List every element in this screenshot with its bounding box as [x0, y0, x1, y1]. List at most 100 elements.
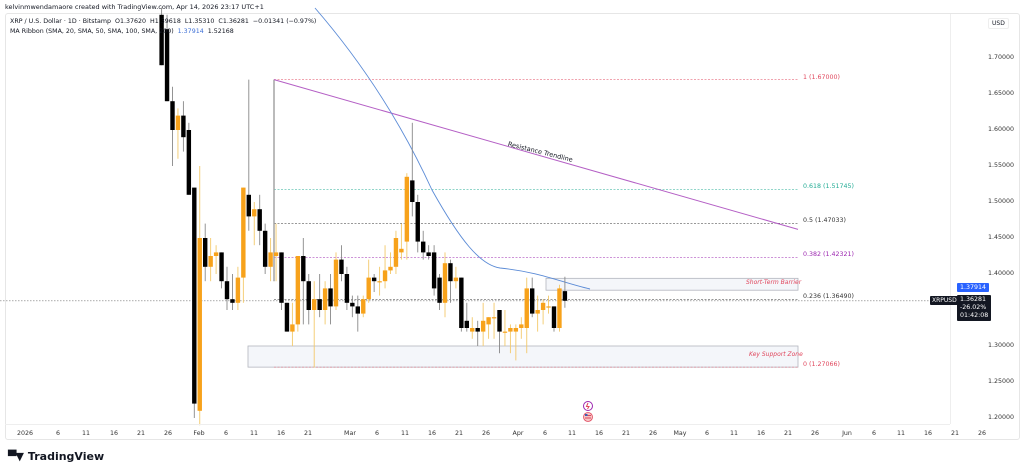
- candle[interactable]: [246, 194, 251, 217]
- short-term-barrier-zone[interactable]: [545, 277, 799, 291]
- event-markers[interactable]: [582, 400, 594, 428]
- candle[interactable]: [241, 187, 246, 278]
- candle[interactable]: [361, 299, 366, 314]
- candle[interactable]: [350, 302, 355, 307]
- candle[interactable]: [344, 274, 350, 303]
- candle[interactable]: [415, 202, 420, 242]
- candle[interactable]: [540, 302, 546, 310]
- candle[interactable]: [262, 230, 268, 267]
- ohlc-open: O1.37620: [115, 18, 147, 25]
- candle[interactable]: [328, 288, 333, 307]
- candle[interactable]: [426, 252, 431, 256]
- candle[interactable]: [186, 130, 192, 195]
- candle[interactable]: [268, 252, 273, 267]
- candle[interactable]: [393, 238, 399, 267]
- price-axis[interactable]: [950, 14, 1019, 424]
- candle[interactable]: [252, 209, 257, 217]
- candle[interactable]: [159, 14, 164, 66]
- dividend-event-icon[interactable]: [583, 401, 593, 411]
- candle[interactable]: [164, 29, 170, 102]
- candle[interactable]: [530, 288, 535, 314]
- candle[interactable]: [312, 299, 317, 310]
- candle[interactable]: [404, 176, 410, 242]
- last-change: -26.02%: [960, 304, 987, 311]
- indicator-title[interactable]: MA Ribbon (SMA, 20, SMA, 50, SMA, 100, S…: [10, 28, 174, 35]
- candle[interactable]: [508, 328, 513, 332]
- candle[interactable]: [399, 248, 404, 253]
- candle[interactable]: [295, 256, 301, 325]
- candle[interactable]: [453, 277, 459, 282]
- candle[interactable]: [502, 331, 508, 333]
- candle[interactable]: [224, 281, 230, 300]
- time-tick: May: [673, 430, 687, 437]
- currency-label[interactable]: USD: [988, 18, 1009, 29]
- candle[interactable]: [491, 317, 497, 319]
- us-economic-event-icon[interactable]: [583, 412, 593, 422]
- candle[interactable]: [459, 277, 464, 328]
- time-tick: 2026: [16, 430, 34, 437]
- candle[interactable]: [317, 299, 322, 310]
- candle[interactable]: [421, 241, 426, 253]
- candle[interactable]: [257, 209, 262, 231]
- candle[interactable]: [273, 252, 279, 256]
- candle[interactable]: [355, 306, 360, 314]
- candle[interactable]: [410, 180, 415, 202]
- candle[interactable]: [486, 317, 491, 325]
- candle[interactable]: [301, 256, 306, 282]
- candle[interactable]: [497, 310, 502, 332]
- candle[interactable]: [464, 320, 469, 328]
- candle[interactable]: [535, 310, 540, 314]
- candle[interactable]: [382, 270, 388, 282]
- candle[interactable]: [431, 252, 437, 289]
- candle[interactable]: [448, 263, 453, 282]
- candle[interactable]: [388, 266, 393, 271]
- candle[interactable]: [377, 281, 382, 283]
- candle[interactable]: [519, 324, 524, 328]
- candle[interactable]: [235, 277, 241, 303]
- fib-level-label: 1 (1.67000): [803, 73, 840, 81]
- candle[interactable]: [322, 288, 328, 310]
- candlesticks[interactable]: [159, 7, 568, 426]
- candle[interactable]: [284, 302, 290, 332]
- candle[interactable]: [333, 259, 339, 307]
- candle[interactable]: [524, 288, 529, 328]
- tradingview-brand[interactable]: ▀▼ TradingView: [8, 450, 104, 463]
- candle[interactable]: [339, 259, 344, 274]
- ohlc-high: H1.39618: [150, 18, 181, 25]
- candle[interactable]: [192, 187, 197, 404]
- fibonacci-retracement[interactable]: [274, 79, 798, 368]
- candle[interactable]: [208, 256, 213, 267]
- candle[interactable]: [203, 238, 208, 267]
- candle[interactable]: [290, 324, 295, 332]
- candle[interactable]: [181, 115, 186, 138]
- candle[interactable]: [551, 306, 557, 328]
- candle[interactable]: [230, 299, 235, 303]
- candle[interactable]: [279, 252, 284, 303]
- candle[interactable]: [366, 277, 371, 300]
- key-support-zone[interactable]: [247, 345, 799, 368]
- candle[interactable]: [213, 252, 219, 256]
- candle[interactable]: [442, 263, 448, 303]
- time-tick: 11: [400, 430, 410, 437]
- candle[interactable]: [480, 320, 486, 332]
- candle[interactable]: [475, 328, 480, 332]
- candle[interactable]: [306, 281, 311, 310]
- candle[interactable]: [437, 277, 442, 303]
- candle[interactable]: [170, 101, 175, 130]
- symbol-badge: XRPUSD: [930, 296, 959, 305]
- candle[interactable]: [546, 306, 551, 308]
- candle[interactable]: [219, 252, 224, 282]
- candle[interactable]: [562, 291, 568, 301]
- candle[interactable]: [197, 238, 202, 411]
- candle[interactable]: [470, 328, 475, 332]
- candle[interactable]: [513, 328, 519, 332]
- time-tick: Apr: [512, 430, 524, 437]
- time-axis[interactable]: [5, 424, 950, 439]
- ohlc-low: L1.35310: [184, 18, 215, 25]
- resistance-trendline[interactable]: [273, 79, 799, 230]
- candle[interactable]: [371, 277, 377, 282]
- candle[interactable]: [175, 115, 181, 130]
- symbol-title[interactable]: XRP / U.S. Dollar · 1D · Bitstamp: [10, 18, 112, 25]
- candle[interactable]: [557, 288, 562, 328]
